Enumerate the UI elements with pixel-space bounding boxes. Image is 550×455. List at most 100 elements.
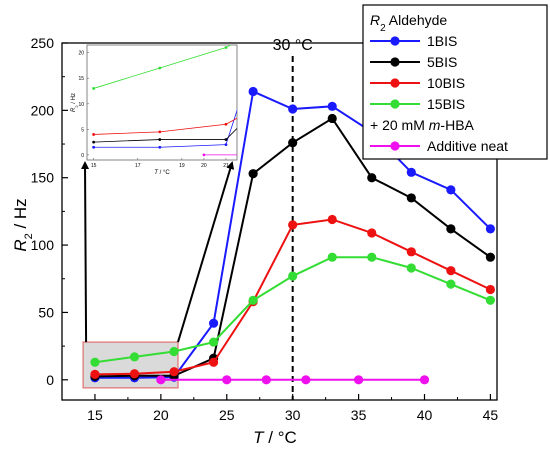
inset-x-tick-label-19: 19 xyxy=(179,163,185,169)
zoom-arrow-left xyxy=(81,161,90,343)
inset-y-tick-label-10: 10 xyxy=(78,102,84,108)
x-axis-label-unit: / °C xyxy=(264,428,297,447)
legend-marker-1bis xyxy=(390,36,400,46)
data-point-15bis xyxy=(367,252,377,262)
data-point-additive-neat xyxy=(419,375,430,385)
zoom-arrow-right xyxy=(177,161,235,343)
inset-data-point-10bis xyxy=(224,122,228,126)
x-tick-label-15: 15 xyxy=(87,407,103,423)
data-point-5bis xyxy=(446,224,456,234)
x-tick-label-40: 40 xyxy=(417,407,433,423)
inset-data-point-10bis xyxy=(92,133,96,136)
y-tick-label-0: 0 xyxy=(46,372,54,388)
inset-data-point-10bis xyxy=(158,130,162,134)
data-point-15bis xyxy=(169,346,179,357)
data-point-15bis xyxy=(248,295,258,305)
data-point-10bis xyxy=(446,266,456,276)
inset-data-point-5bis xyxy=(158,138,162,141)
data-point-5bis xyxy=(367,173,377,183)
inset-data-point-1bis xyxy=(224,143,228,147)
data-point-15bis xyxy=(327,252,337,262)
data-point-1bis xyxy=(208,318,219,328)
inset-series-layer xyxy=(92,10,316,157)
data-point-1bis xyxy=(327,101,337,111)
legend-group1-title-symbol: R xyxy=(370,12,380,28)
inset-data-point-1bis xyxy=(92,145,96,149)
inset-series-line-1bis xyxy=(93,109,237,148)
data-point-15bis xyxy=(446,279,456,289)
data-point-15bis xyxy=(485,295,496,305)
inset-y-tick-label-0: 0 xyxy=(81,153,84,159)
legend-item-additive-neat: Additive neat xyxy=(370,138,508,154)
data-point-10bis xyxy=(208,357,219,367)
y-axis-label: R2 / Hz xyxy=(11,198,35,251)
inset-data-point-15bis xyxy=(291,10,294,13)
data-point-5bis xyxy=(485,252,496,262)
y-tick-label-100: 100 xyxy=(31,237,55,253)
series-layer xyxy=(90,86,496,385)
x-tick-label-20: 20 xyxy=(153,407,169,423)
legend-marker-10bis xyxy=(390,78,400,88)
inset-plot: 15 17 19 20 21 0 5 10 15 20 T / °C R2 / Hz xyxy=(71,10,316,176)
legend-group2-title-prefix: + 20 mM xyxy=(370,117,429,133)
data-point-10bis xyxy=(288,220,298,230)
inset-y-axis-label: R2 / Hz xyxy=(71,93,79,112)
legend-group2-title-rest: -HBA xyxy=(440,117,474,133)
legend-marker-additive-neat xyxy=(390,141,400,151)
inset-y-axis-label-unit: / Hz xyxy=(71,93,77,105)
y-axis-label-subscript: 2 xyxy=(23,233,35,239)
legend-group1-title-rest: Aldehyde xyxy=(386,12,448,28)
data-point-10bis xyxy=(406,247,416,257)
data-point-15bis xyxy=(288,271,298,281)
inset-x-tick-label-20: 20 xyxy=(201,163,207,169)
inset-series-line-10bis xyxy=(93,117,237,135)
legend-label-15bis: 15BIS xyxy=(427,96,465,112)
x-axis-label: T / °C xyxy=(253,428,297,447)
y-tick-label-250: 250 xyxy=(31,35,55,51)
data-point-10bis xyxy=(169,367,179,377)
data-point-15bis xyxy=(90,357,100,367)
data-point-10bis xyxy=(327,214,337,225)
y-tick-label-200: 200 xyxy=(31,102,55,118)
data-point-10bis xyxy=(90,369,100,380)
y-axis-label-unit: / Hz xyxy=(11,198,30,233)
series-additive-neat xyxy=(156,375,430,385)
data-point-additive-neat xyxy=(261,375,271,385)
data-point-15bis xyxy=(406,263,416,273)
legend-label-10bis: 10BIS xyxy=(427,75,465,91)
x-axis-label-symbol: T xyxy=(253,428,265,447)
inset-y-axis-label-symbol: R xyxy=(71,107,77,112)
plot-frame xyxy=(61,42,498,401)
inset-series-line-5bis xyxy=(93,127,237,143)
data-point-1bis xyxy=(248,86,258,97)
inset-x-tick-label-15: 15 xyxy=(91,163,97,169)
plot-border xyxy=(61,42,498,401)
zoom-arrows xyxy=(81,161,235,343)
inset-border xyxy=(86,44,238,161)
legend-item-1bis: 1BIS xyxy=(370,33,457,49)
series-15bis xyxy=(90,252,496,367)
x-tick-label-25: 25 xyxy=(219,407,235,423)
legend-group2-title-symbol: m xyxy=(429,117,441,133)
data-point-additive-neat xyxy=(222,375,232,385)
inset-x-tick-label-21: 21 xyxy=(223,163,229,169)
inset-series-line-15bis xyxy=(93,45,232,89)
data-point-5bis xyxy=(288,138,298,148)
inset-x-axis-label: T / °C xyxy=(154,170,170,176)
inset-x-axis-label-symbol: T xyxy=(154,170,159,176)
legend-group2-title: + 20 mM m-HBA xyxy=(370,117,475,133)
inset-data-point-5bis xyxy=(291,72,294,75)
x-tick-label-30: 30 xyxy=(285,407,301,423)
inset-data-point-additive-neat xyxy=(313,153,316,156)
inset-data-point-15bis xyxy=(158,66,162,70)
data-point-1bis xyxy=(485,224,496,234)
legend-group1-title-subscript: 2 xyxy=(380,23,386,34)
inset-data-point-5bis xyxy=(224,138,228,141)
legend-item-15bis: 15BIS xyxy=(370,96,465,112)
data-point-15bis xyxy=(208,337,219,347)
data-point-10bis xyxy=(129,369,140,379)
annotation-30c: 30 °C xyxy=(273,37,313,54)
legend-label-additive-neat: Additive neat xyxy=(427,138,508,154)
